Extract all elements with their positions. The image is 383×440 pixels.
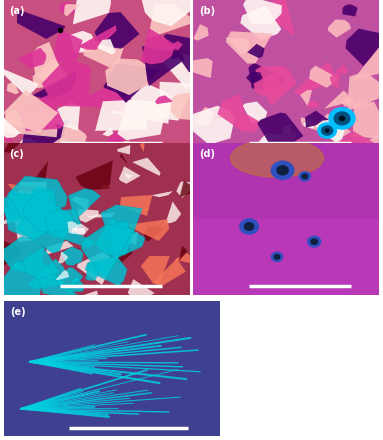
Text: (a): (a) — [10, 6, 25, 16]
Circle shape — [272, 252, 283, 261]
Polygon shape — [56, 270, 69, 280]
Circle shape — [299, 172, 311, 181]
Circle shape — [240, 219, 259, 234]
Circle shape — [334, 112, 350, 125]
Polygon shape — [67, 221, 78, 233]
Text: (e): (e) — [10, 307, 26, 317]
Circle shape — [272, 161, 294, 180]
Circle shape — [311, 239, 318, 244]
Circle shape — [322, 126, 333, 135]
Circle shape — [325, 129, 329, 132]
Circle shape — [339, 116, 345, 121]
Circle shape — [277, 166, 288, 175]
Ellipse shape — [231, 139, 324, 177]
Circle shape — [308, 236, 321, 247]
Bar — [193, 143, 379, 219]
Text: (b): (b) — [199, 6, 215, 16]
Circle shape — [302, 174, 308, 179]
Circle shape — [274, 255, 280, 259]
Text: (c): (c) — [10, 149, 24, 159]
Bar — [193, 219, 379, 295]
Text: (d): (d) — [199, 149, 215, 159]
Circle shape — [329, 108, 355, 129]
Polygon shape — [74, 224, 89, 235]
Polygon shape — [71, 228, 85, 234]
Polygon shape — [58, 251, 68, 263]
Circle shape — [318, 123, 336, 138]
Circle shape — [244, 223, 254, 230]
